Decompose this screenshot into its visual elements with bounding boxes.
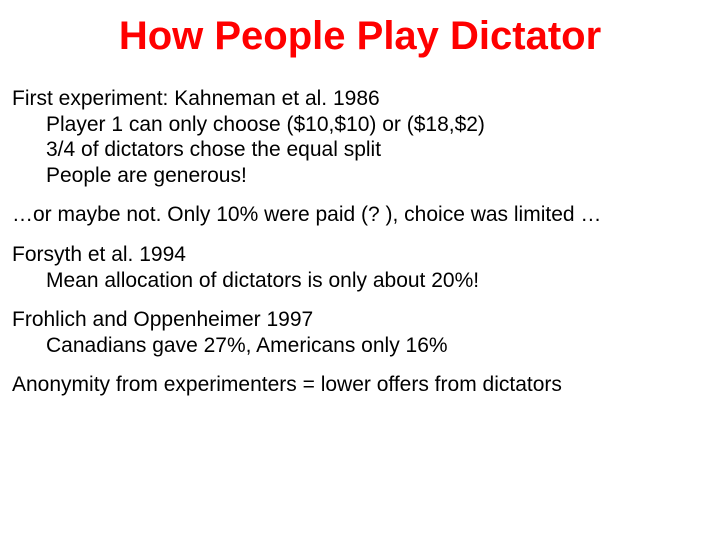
paragraph: First experiment: Kahneman et al. 1986 P… — [12, 86, 708, 188]
body-line: Canadians gave 27%, Americans only 16% — [12, 333, 708, 359]
paragraph: Forsyth et al. 1994 Mean allocation of d… — [12, 242, 708, 293]
paragraph: …or maybe not. Only 10% were paid (? ), … — [12, 202, 708, 228]
body-line: Frohlich and Oppenheimer 1997 — [12, 307, 708, 333]
body-line: 3/4 of dictators chose the equal split — [12, 137, 708, 163]
slide-body: First experiment: Kahneman et al. 1986 P… — [12, 86, 708, 398]
body-line: First experiment: Kahneman et al. 1986 — [12, 86, 708, 112]
paragraph: Anonymity from experimenters = lower off… — [12, 372, 708, 398]
body-line: Mean allocation of dictators is only abo… — [12, 268, 708, 294]
slide: How People Play Dictator First experimen… — [0, 0, 720, 540]
body-line: Player 1 can only choose ($10,$10) or ($… — [12, 112, 708, 138]
slide-title: How People Play Dictator — [12, 14, 708, 58]
body-line: Anonymity from experimenters = lower off… — [12, 372, 708, 398]
paragraph: Frohlich and Oppenheimer 1997 Canadians … — [12, 307, 708, 358]
body-line: …or maybe not. Only 10% were paid (? ), … — [12, 202, 708, 228]
body-line: People are generous! — [12, 163, 708, 189]
body-line: Forsyth et al. 1994 — [12, 242, 708, 268]
